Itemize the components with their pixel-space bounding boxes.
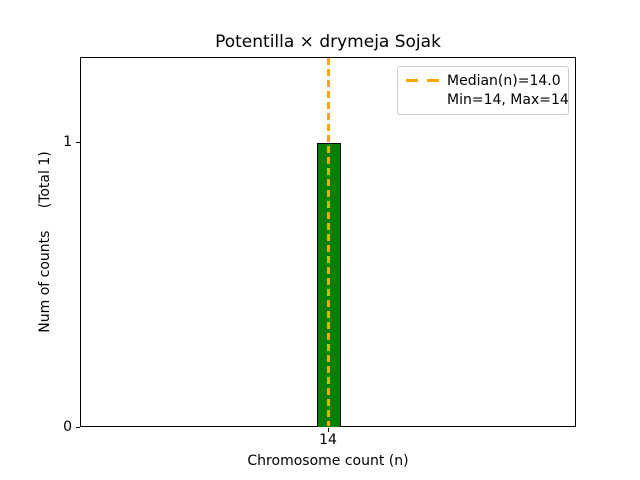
x-tick-mark-14 <box>328 428 329 432</box>
y-tick-label-1: 1 <box>63 134 72 150</box>
median-line <box>327 58 330 426</box>
chart-title: Potentilla × drymeja Sojak <box>215 32 441 52</box>
median-line-swatch <box>406 79 439 82</box>
legend-label-median: Median(n)=14.0 <box>447 72 561 89</box>
y-tick-label-0: 0 <box>63 419 72 435</box>
x-axis-label: Chromosome count (n) <box>247 453 409 469</box>
x-tick-label-14: 14 <box>319 432 337 448</box>
y-tick-mark-0 <box>76 427 80 428</box>
legend-entry-minmax: Min=14, Max=14 <box>406 90 569 109</box>
plot-area: Median(n)=14.0 Min=14, Max=14 <box>80 57 576 427</box>
legend-spacer <box>406 98 439 101</box>
legend-label-minmax: Min=14, Max=14 <box>447 91 569 108</box>
legend: Median(n)=14.0 Min=14, Max=14 <box>397 66 569 115</box>
y-axis-label: Num of counts (Total 1) <box>37 151 53 333</box>
legend-entry-median: Median(n)=14.0 <box>406 71 561 90</box>
y-tick-mark-1 <box>76 142 80 143</box>
